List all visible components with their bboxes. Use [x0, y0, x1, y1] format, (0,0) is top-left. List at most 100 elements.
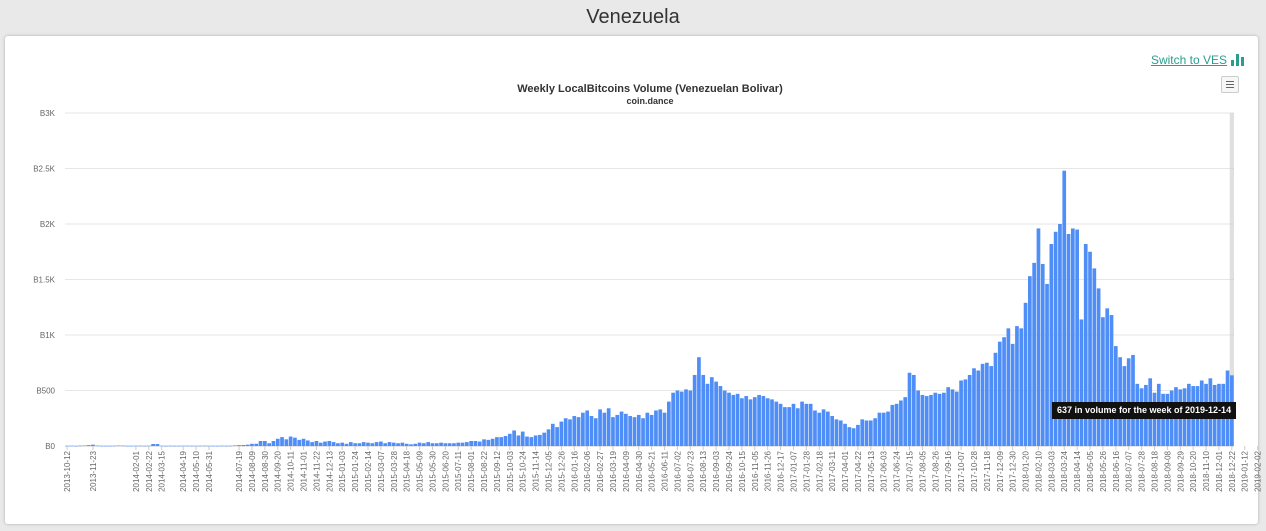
bar[interactable]: [997, 341, 1002, 446]
bar[interactable]: [228, 445, 233, 447]
bar[interactable]: [525, 436, 529, 446]
bar[interactable]: [95, 445, 100, 447]
bar[interactable]: [121, 445, 125, 447]
bar[interactable]: [1023, 302, 1028, 446]
bar[interactable]: [688, 390, 693, 447]
bar[interactable]: [301, 438, 306, 446]
bar[interactable]: [1101, 317, 1105, 446]
bar[interactable]: [993, 352, 998, 446]
bar[interactable]: [843, 423, 847, 446]
bar[interactable]: [1040, 263, 1045, 446]
bar[interactable]: [856, 424, 860, 446]
bar[interactable]: [245, 444, 250, 446]
bar[interactable]: [164, 445, 168, 447]
bar[interactable]: [1113, 346, 1118, 446]
bar[interactable]: [847, 427, 852, 446]
bar[interactable]: [555, 427, 559, 446]
bar[interactable]: [469, 441, 473, 446]
bar[interactable]: [903, 397, 908, 446]
bar[interactable]: [464, 442, 469, 446]
bar[interactable]: [864, 420, 869, 446]
bar[interactable]: [452, 443, 456, 446]
bar[interactable]: [477, 441, 482, 446]
bar[interactable]: [409, 444, 413, 446]
bar[interactable]: [791, 403, 796, 446]
bar[interactable]: [868, 420, 873, 446]
bar[interactable]: [538, 434, 542, 446]
bar[interactable]: [323, 441, 327, 446]
bar[interactable]: [589, 416, 594, 446]
bar[interactable]: [581, 412, 585, 446]
bar[interactable]: [280, 437, 284, 446]
bar[interactable]: [262, 441, 267, 446]
bar[interactable]: [619, 411, 624, 446]
bar[interactable]: [817, 412, 822, 446]
bar[interactable]: [568, 419, 572, 446]
bar[interactable]: [447, 443, 452, 446]
bar[interactable]: [129, 445, 134, 447]
bar[interactable]: [314, 441, 319, 446]
bar[interactable]: [740, 398, 744, 446]
bar[interactable]: [177, 445, 181, 447]
bar[interactable]: [989, 366, 994, 446]
bar[interactable]: [82, 445, 87, 447]
bar[interactable]: [770, 399, 774, 446]
bar[interactable]: [1105, 308, 1110, 446]
bar[interactable]: [507, 433, 512, 446]
bar[interactable]: [542, 432, 547, 446]
bar[interactable]: [963, 379, 968, 446]
bar[interactable]: [224, 445, 229, 447]
bar[interactable]: [826, 411, 830, 446]
bar[interactable]: [985, 362, 989, 446]
bar[interactable]: [250, 443, 254, 446]
bar[interactable]: [1066, 233, 1071, 446]
bar[interactable]: [838, 420, 843, 446]
bar[interactable]: [1152, 392, 1157, 446]
bar[interactable]: [374, 442, 379, 446]
bar[interactable]: [1049, 243, 1054, 446]
bar[interactable]: [1010, 343, 1015, 446]
bar[interactable]: [1083, 243, 1088, 446]
bar[interactable]: [108, 445, 112, 447]
bar[interactable]: [641, 418, 645, 446]
bar[interactable]: [821, 409, 826, 446]
bar[interactable]: [202, 445, 207, 447]
bar[interactable]: [937, 393, 942, 446]
bar[interactable]: [439, 442, 443, 446]
bar[interactable]: [237, 445, 241, 446]
bar[interactable]: [933, 392, 938, 446]
bar[interactable]: [417, 442, 422, 446]
bar[interactable]: [783, 407, 787, 446]
bar[interactable]: [890, 404, 895, 446]
bar[interactable]: [1036, 228, 1041, 446]
bar[interactable]: [593, 418, 598, 446]
bar[interactable]: [318, 442, 323, 446]
bar[interactable]: [155, 444, 160, 446]
bar[interactable]: [907, 372, 912, 446]
bar[interactable]: [929, 394, 933, 446]
bar[interactable]: [297, 439, 302, 446]
bar[interactable]: [834, 419, 839, 446]
bar[interactable]: [512, 430, 516, 446]
bar[interactable]: [611, 417, 615, 446]
bar[interactable]: [632, 417, 637, 446]
bar[interactable]: [86, 445, 91, 446]
bar[interactable]: [705, 383, 710, 446]
bar[interactable]: [288, 436, 293, 446]
bar[interactable]: [881, 412, 886, 446]
bar[interactable]: [413, 443, 418, 446]
bar[interactable]: [361, 442, 366, 446]
bar[interactable]: [950, 389, 955, 446]
bar[interactable]: [1088, 251, 1092, 446]
bar[interactable]: [168, 445, 173, 447]
bar[interactable]: [529, 437, 534, 446]
bar[interactable]: [499, 437, 504, 446]
bar[interactable]: [112, 445, 117, 447]
bar[interactable]: [490, 438, 495, 446]
bar[interactable]: [877, 412, 882, 446]
bar[interactable]: [1165, 393, 1170, 446]
bar[interactable]: [976, 370, 981, 446]
bar[interactable]: [886, 411, 890, 446]
bar[interactable]: [258, 441, 263, 446]
bar[interactable]: [980, 363, 985, 446]
